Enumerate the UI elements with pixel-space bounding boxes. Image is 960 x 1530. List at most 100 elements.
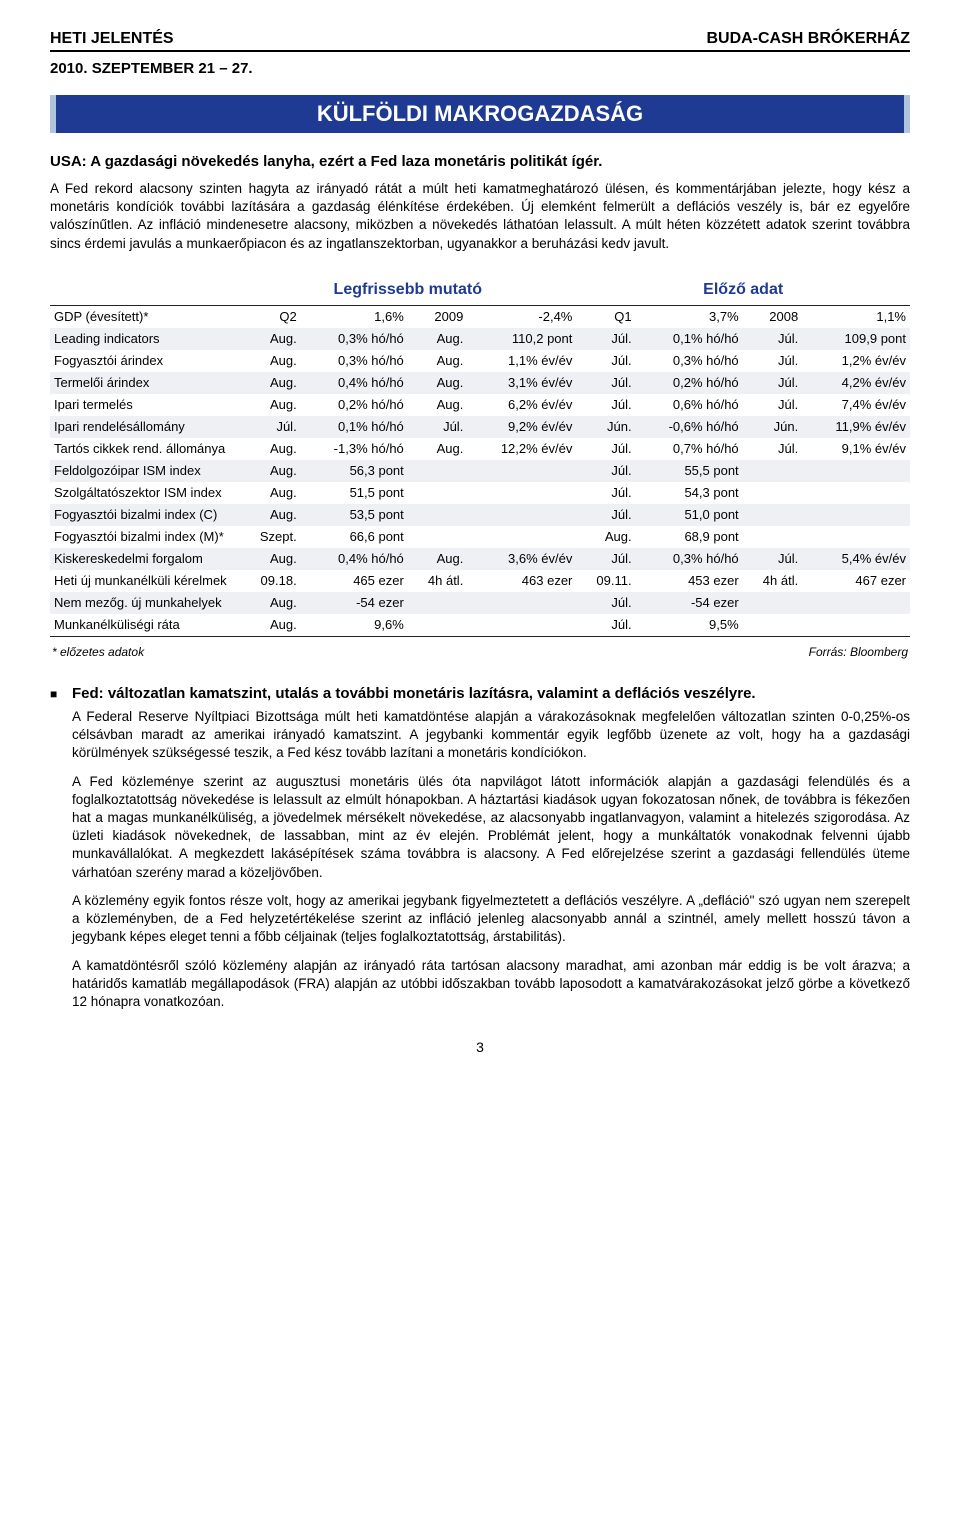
- row-cell: 51,5 pont: [301, 482, 408, 504]
- footnote-right: Forrás: Bloomberg: [809, 645, 908, 659]
- row-cell: [408, 614, 468, 637]
- table-row: Ipari rendelésállományJúl.0,1% hó/hóJúl.…: [50, 416, 910, 438]
- row-cell: 0,6% hó/hó: [636, 394, 743, 416]
- row-cell: [802, 460, 910, 482]
- page-number: 3: [50, 1039, 910, 1055]
- table-row: Tartós cikkek rend. állományaAug.-1,3% h…: [50, 438, 910, 460]
- row-cell: Q1: [576, 305, 635, 328]
- th-prev: Előző adat: [576, 275, 910, 306]
- row-cell: 54,3 pont: [636, 482, 743, 504]
- row-cell: [743, 526, 803, 548]
- row-cell: Aug.: [239, 482, 301, 504]
- row-cell: 4h átl.: [408, 570, 468, 592]
- row-cell: 55,5 pont: [636, 460, 743, 482]
- row-cell: 465 ezer: [301, 570, 408, 592]
- row-cell: 53,5 pont: [301, 504, 408, 526]
- th-latest: Legfrissebb mutató: [239, 275, 576, 306]
- row-cell: 11,9% év/év: [802, 416, 910, 438]
- row-cell: [802, 614, 910, 637]
- row-cell: Júl.: [576, 614, 635, 637]
- row-cell: [408, 460, 468, 482]
- row-cell: 3,1% év/év: [467, 372, 576, 394]
- row-cell: [467, 614, 576, 637]
- row-cell: Aug.: [576, 526, 635, 548]
- row-label: Tartós cikkek rend. állománya: [50, 438, 239, 460]
- row-cell: 109,9 pont: [802, 328, 910, 350]
- row-cell: 0,2% hó/hó: [636, 372, 743, 394]
- row-cell: Júl.: [743, 350, 803, 372]
- row-label: Nem mezőg. új munkahelyek: [50, 592, 239, 614]
- row-cell: Aug.: [239, 350, 301, 372]
- row-cell: Aug.: [408, 548, 468, 570]
- row-cell: 09.11.: [576, 570, 635, 592]
- row-cell: Júl.: [576, 592, 635, 614]
- row-cell: 0,4% hó/hó: [301, 372, 408, 394]
- row-cell: -1,3% hó/hó: [301, 438, 408, 460]
- row-cell: Aug.: [239, 504, 301, 526]
- row-cell: Júl.: [576, 460, 635, 482]
- row-label: Fogyasztói árindex: [50, 350, 239, 372]
- row-label: GDP (évesített)*: [50, 305, 239, 328]
- row-cell: 09.18.: [239, 570, 301, 592]
- row-cell: 68,9 pont: [636, 526, 743, 548]
- row-cell: 110,2 pont: [467, 328, 576, 350]
- th-empty: [50, 275, 239, 306]
- row-cell: [467, 504, 576, 526]
- table-row: GDP (évesített)*Q21,6%2009-2,4%Q13,7%200…: [50, 305, 910, 328]
- row-cell: 56,3 pont: [301, 460, 408, 482]
- fed-p2: A Fed közleménye szerint az augusztusi m…: [72, 773, 910, 882]
- row-label: Ipari termelés: [50, 394, 239, 416]
- date-line: 2010. SZEPTEMBER 21 – 27.: [50, 60, 910, 77]
- table-row: Feldolgozóipar ISM indexAug.56,3 pontJúl…: [50, 460, 910, 482]
- row-cell: 0,4% hó/hó: [301, 548, 408, 570]
- row-cell: 3,7%: [636, 305, 743, 328]
- header-rule: [50, 50, 910, 52]
- row-cell: Aug.: [239, 614, 301, 637]
- row-cell: [467, 526, 576, 548]
- section-banner: KÜLFÖLDI MAKROGAZDASÁG: [50, 95, 910, 133]
- row-label: Munkanélküliségi ráta: [50, 614, 239, 637]
- row-cell: 4,2% év/év: [802, 372, 910, 394]
- row-cell: Júl.: [576, 482, 635, 504]
- row-cell: [467, 482, 576, 504]
- row-cell: 6,2% év/év: [467, 394, 576, 416]
- table-row: Munkanélküliségi rátaAug.9,6%Júl.9,5%: [50, 614, 910, 637]
- row-cell: Aug.: [239, 438, 301, 460]
- row-cell: Júl.: [576, 394, 635, 416]
- row-cell: [408, 504, 468, 526]
- row-cell: -0,6% hó/hó: [636, 416, 743, 438]
- row-cell: 2008: [743, 305, 803, 328]
- row-cell: Aug.: [408, 328, 468, 350]
- row-label: Heti új munkanélküli kérelmek: [50, 570, 239, 592]
- fed-p1: A Federal Reserve Nyíltpiaci Bizottsága …: [72, 708, 910, 763]
- row-cell: Szept.: [239, 526, 301, 548]
- row-cell: [408, 482, 468, 504]
- subtitle: USA: A gazdasági növekedés lanyha, ezért…: [50, 153, 910, 170]
- row-cell: Júl.: [576, 350, 635, 372]
- indicators-table: Legfrissebb mutató Előző adat GDP (évesí…: [50, 275, 910, 637]
- table-row: Nem mezőg. új munkahelyekAug.-54 ezerJúl…: [50, 592, 910, 614]
- row-cell: Júl.: [743, 548, 803, 570]
- row-cell: 9,1% év/év: [802, 438, 910, 460]
- row-cell: [408, 592, 468, 614]
- fed-p4: A kamatdöntésről szóló közlemény alapján…: [72, 957, 910, 1012]
- footnote-left: * előzetes adatok: [52, 645, 144, 659]
- row-label: Termelői árindex: [50, 372, 239, 394]
- table-row: Fogyasztói bizalmi index (C)Aug.53,5 pon…: [50, 504, 910, 526]
- row-cell: Aug.: [408, 350, 468, 372]
- row-label: Leading indicators: [50, 328, 239, 350]
- row-cell: Júl.: [576, 372, 635, 394]
- table-row: Kiskereskedelmi forgalomAug.0,4% hó/hóAu…: [50, 548, 910, 570]
- row-cell: 5,4% év/év: [802, 548, 910, 570]
- row-cell: 0,3% hó/hó: [636, 350, 743, 372]
- row-cell: [743, 592, 803, 614]
- row-cell: 463 ezer: [467, 570, 576, 592]
- row-cell: Aug.: [239, 394, 301, 416]
- table-row: Fogyasztói árindexAug.0,3% hó/hóAug.1,1%…: [50, 350, 910, 372]
- row-label: Fogyasztói bizalmi index (M)*: [50, 526, 239, 548]
- table-row: Szolgáltatószektor ISM indexAug.51,5 pon…: [50, 482, 910, 504]
- row-cell: Aug.: [239, 328, 301, 350]
- fed-section: Fed: változatlan kamatszint, utalás a to…: [50, 685, 910, 1011]
- row-label: Szolgáltatószektor ISM index: [50, 482, 239, 504]
- row-cell: 1,6%: [301, 305, 408, 328]
